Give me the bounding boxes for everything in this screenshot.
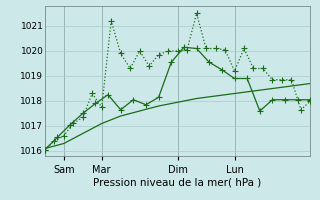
X-axis label: Pression niveau de la mer( hPa ): Pression niveau de la mer( hPa ): [93, 178, 262, 188]
